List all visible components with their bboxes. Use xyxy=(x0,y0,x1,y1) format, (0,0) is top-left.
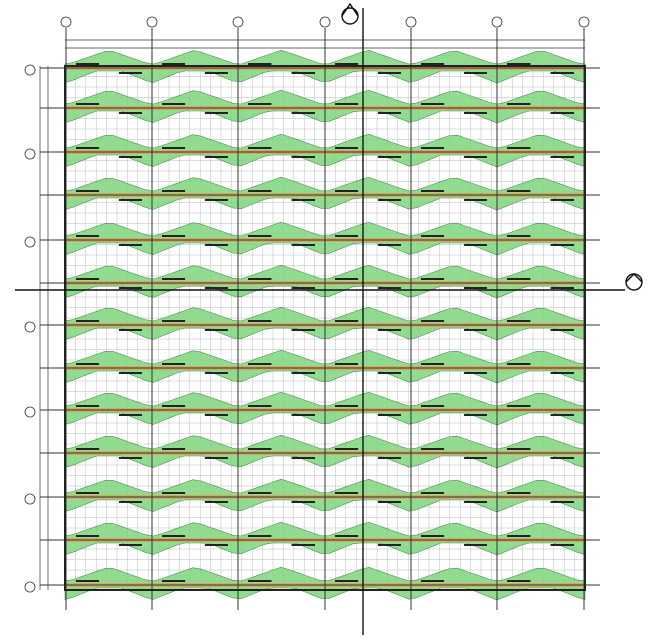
row-bubble xyxy=(25,237,35,247)
row-bubble xyxy=(25,407,35,417)
section-marker-circle xyxy=(342,8,358,24)
column-bubble xyxy=(492,17,502,27)
row-bubble xyxy=(25,65,35,75)
row-bubble xyxy=(25,582,35,592)
column-bubble xyxy=(320,17,330,27)
column-bubble xyxy=(233,17,243,27)
column-bubble xyxy=(147,17,157,27)
column-bubble xyxy=(61,17,71,27)
column-bubble xyxy=(406,17,416,27)
row-bubble xyxy=(25,149,35,159)
section-marker-circle xyxy=(626,274,642,290)
section-marker-right xyxy=(626,274,642,290)
row-bubble xyxy=(25,322,35,332)
column-bubble xyxy=(579,17,589,27)
row-bubble xyxy=(25,494,35,504)
